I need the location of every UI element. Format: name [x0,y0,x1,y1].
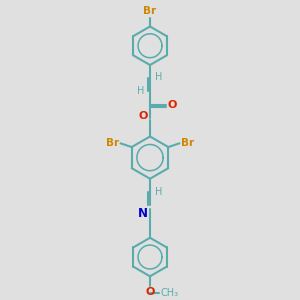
Text: CH₃: CH₃ [161,288,179,298]
Text: O: O [139,111,148,121]
Text: N: N [138,207,148,220]
Text: H: H [137,86,145,96]
Text: Br: Br [181,138,194,148]
Text: Br: Br [143,6,157,16]
Text: H: H [155,72,163,82]
Text: Br: Br [106,138,119,148]
Text: H: H [155,188,163,197]
Text: O: O [145,287,155,298]
Text: O: O [167,100,176,110]
